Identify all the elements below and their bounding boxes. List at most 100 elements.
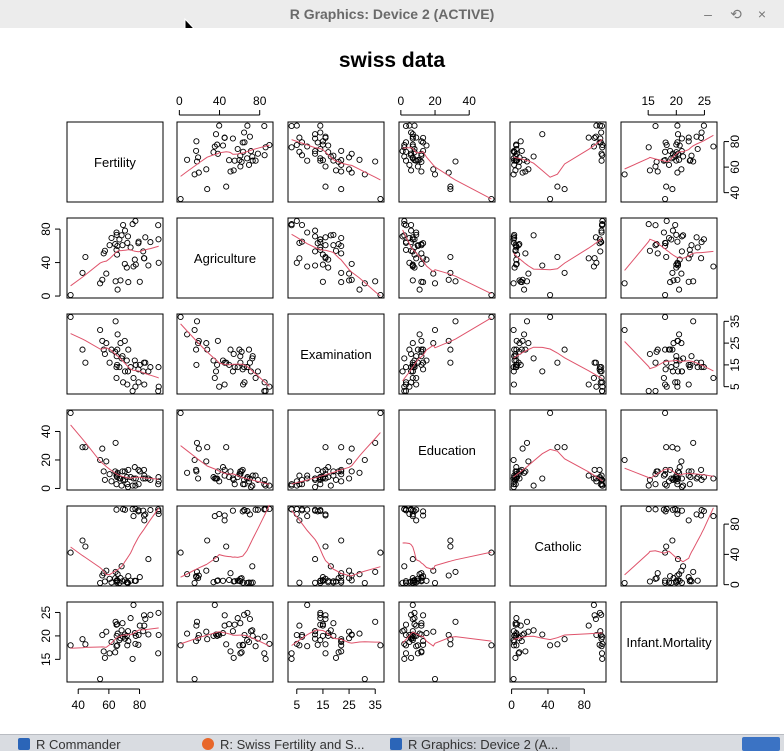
tick-label: 40 [39, 424, 53, 438]
data-point [322, 466, 329, 473]
data-point [101, 476, 108, 483]
data-point [226, 576, 233, 584]
data-point [416, 156, 423, 163]
data-point [106, 575, 113, 582]
data-point [223, 444, 230, 451]
data-point [513, 361, 520, 368]
data-point [101, 247, 108, 254]
data-point [710, 374, 717, 382]
data-point [338, 444, 345, 451]
data-point [420, 139, 427, 146]
data-point [547, 409, 554, 417]
data-point [112, 278, 119, 285]
data-point [401, 355, 408, 362]
data-point [678, 135, 685, 142]
data-point [420, 346, 427, 353]
system-tray[interactable] [742, 737, 780, 751]
data-point [513, 475, 520, 482]
data-point [227, 168, 234, 175]
restore-button[interactable]: ⟲ [730, 6, 742, 22]
data-point [296, 517, 303, 524]
data-point [346, 635, 353, 642]
data-point [254, 150, 261, 157]
data-point [293, 505, 300, 513]
data-point [693, 133, 700, 140]
data-point [539, 131, 546, 138]
data-point [652, 387, 659, 395]
tick-label: 40 [72, 698, 86, 712]
data-point [296, 579, 303, 586]
data-point [652, 471, 659, 478]
data-point [599, 655, 606, 662]
data-point [114, 630, 121, 637]
data-point [145, 262, 152, 269]
data-point [665, 234, 673, 242]
tick-label: 25 [728, 336, 742, 350]
data-point [335, 649, 342, 656]
data-point [314, 508, 321, 515]
taskbar-item-r-graphics[interactable]: R Graphics: Device 2 (A... [390, 737, 570, 751]
taskbar-item-r-commander[interactable]: R Commander [18, 737, 188, 751]
data-point [418, 138, 425, 145]
tick-label: 15 [642, 94, 656, 108]
data-point [423, 142, 430, 149]
panel-Fertility-vs-Examination [287, 121, 385, 203]
data-point [184, 571, 191, 578]
data-point [338, 250, 345, 257]
data-point [244, 122, 251, 129]
data-point [593, 383, 600, 390]
data-point [245, 346, 253, 353]
data-point [672, 379, 679, 386]
data-point [112, 649, 119, 656]
taskbar-item-firefox-help[interactable]: R: Swiss Fertility and S... [202, 737, 382, 751]
data-point [103, 628, 110, 635]
panel-Examination-vs-Catholic [509, 313, 607, 395]
data-point [408, 150, 415, 157]
minimize-button[interactable]: – [704, 6, 712, 22]
data-point [645, 221, 652, 228]
data-point [113, 229, 120, 236]
data-point [710, 475, 717, 482]
close-button[interactable]: × [757, 6, 767, 22]
data-point [418, 260, 425, 267]
data-point [106, 242, 113, 249]
data-point [132, 361, 139, 368]
data-point [132, 261, 139, 268]
data-point [669, 346, 676, 353]
data-point [676, 571, 683, 578]
data-point [539, 631, 546, 638]
data-point [678, 368, 685, 375]
data-point [317, 157, 324, 164]
data-point [229, 135, 236, 142]
data-point [413, 643, 420, 650]
data-point [219, 577, 227, 584]
data-point [674, 169, 681, 176]
panel-Infant.Mortality-vs-Examination [287, 601, 385, 683]
data-point [430, 628, 437, 635]
data-point [121, 260, 128, 267]
data-point [118, 232, 125, 239]
data-point [237, 359, 244, 366]
data-point [191, 171, 198, 178]
data-point [409, 263, 416, 270]
data-point [130, 513, 137, 520]
data-point [652, 222, 659, 229]
panel-Catholic-vs-Fertility [66, 505, 164, 587]
data-point [416, 571, 423, 578]
data-point [136, 622, 143, 629]
data-point [312, 631, 319, 638]
data-point [246, 133, 253, 140]
data-point [662, 148, 669, 155]
data-point [561, 444, 568, 451]
data-point [155, 650, 162, 657]
data-point [121, 506, 129, 513]
data-point [241, 379, 248, 386]
tick-label: 40 [463, 94, 477, 108]
tick-label: 20 [39, 453, 53, 467]
panel-Catholic-vs-Examination [287, 505, 385, 587]
data-point [223, 183, 230, 190]
data-point [662, 240, 669, 247]
data-point [646, 578, 653, 585]
smooth-line [180, 504, 270, 578]
data-point [513, 642, 520, 649]
